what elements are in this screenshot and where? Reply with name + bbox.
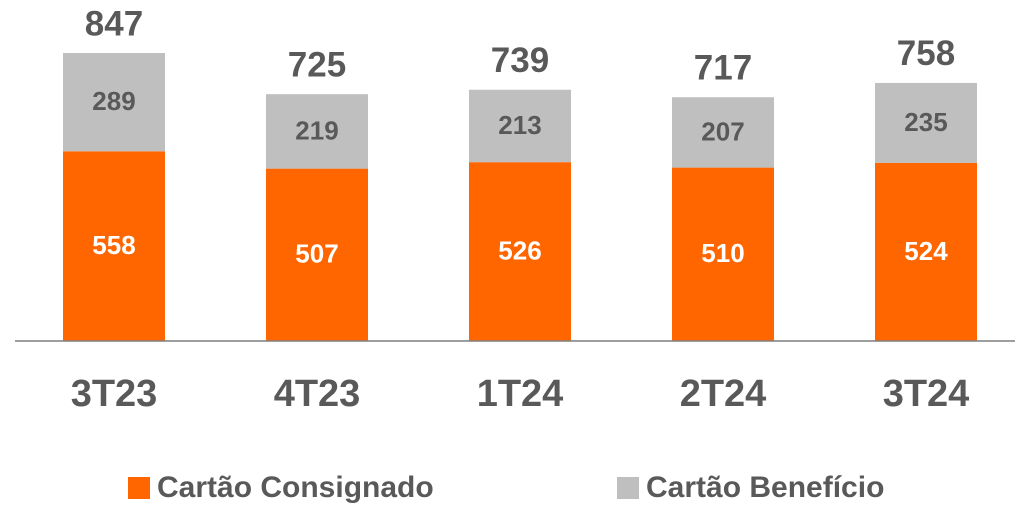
bar-segment <box>672 167 774 341</box>
legend-swatch <box>128 477 150 499</box>
bar-segment <box>266 94 368 169</box>
bar-segment <box>63 53 165 152</box>
total-label: 847 <box>85 4 143 43</box>
x-tick-label: 3T24 <box>883 373 970 415</box>
bar-segment <box>469 162 571 341</box>
x-tick-label: 3T23 <box>71 373 158 415</box>
bar-segment <box>266 168 368 341</box>
legend-label: Cartão Consignado <box>157 471 434 504</box>
total-label: 739 <box>491 41 549 80</box>
value-label: 213 <box>498 110 541 140</box>
total-label: 758 <box>897 34 955 73</box>
legend-label: Cartão Benefício <box>646 471 884 504</box>
x-tick-label: 4T23 <box>274 373 361 415</box>
value-label: 207 <box>701 116 744 146</box>
bar-segment <box>469 89 571 163</box>
bar-segment <box>875 82 977 163</box>
value-label: 289 <box>92 86 135 116</box>
value-label: 219 <box>295 115 338 145</box>
bar-segment <box>63 151 165 341</box>
x-tick-label: 1T24 <box>477 373 564 415</box>
value-label: 524 <box>904 236 948 266</box>
value-label: 507 <box>295 239 338 269</box>
value-label: 235 <box>904 107 947 137</box>
total-label: 717 <box>694 48 752 87</box>
value-label: 510 <box>701 238 744 268</box>
x-tick-label: 2T24 <box>680 373 767 415</box>
bar-segment <box>875 162 977 341</box>
bar-segment <box>672 97 774 168</box>
value-label: 558 <box>92 230 135 260</box>
value-label: 526 <box>498 235 541 265</box>
total-label: 725 <box>288 45 346 84</box>
legend-swatch <box>617 477 639 499</box>
